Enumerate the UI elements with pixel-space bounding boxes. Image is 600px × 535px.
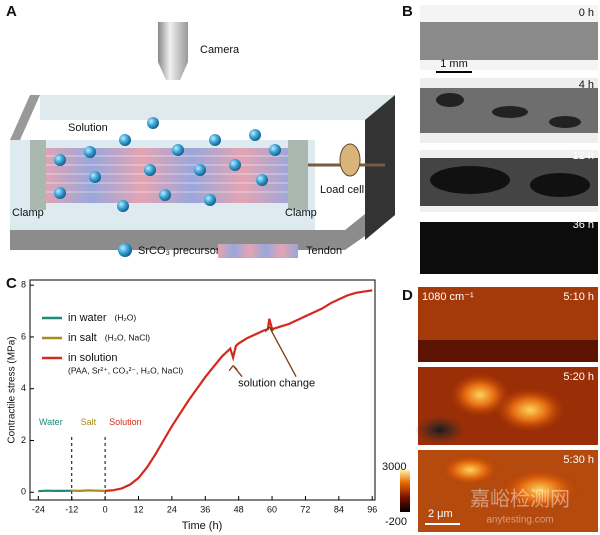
data-line xyxy=(105,289,373,492)
x-tick-label: 72 xyxy=(300,504,310,514)
legend-label: in water xyxy=(68,312,107,324)
mineral xyxy=(436,93,464,107)
scale-label: 1 mm xyxy=(440,58,468,70)
panel-label: B xyxy=(402,3,413,20)
x-tick-label: 60 xyxy=(267,504,277,514)
colorbar xyxy=(400,470,410,512)
time-label: 5:30 h xyxy=(563,454,594,466)
x-tick-label: 48 xyxy=(234,504,244,514)
tank-top xyxy=(40,95,395,120)
clamp xyxy=(288,140,308,210)
tank-base xyxy=(10,190,395,250)
raman-region xyxy=(450,373,510,417)
annotation: solution change xyxy=(238,378,315,390)
phase-label: Salt xyxy=(81,417,97,427)
time-label: 0 h xyxy=(579,7,594,19)
time-label: 36 h xyxy=(573,219,594,231)
clamp-label: Clamp xyxy=(285,207,317,219)
watermark: anytesting.com xyxy=(486,515,553,526)
x-tick-label: -24 xyxy=(32,504,45,514)
mineral xyxy=(549,116,581,128)
x-tick-label: -12 xyxy=(65,504,78,514)
legend-tendon xyxy=(218,244,298,258)
panel-label: A xyxy=(6,3,17,20)
clamp xyxy=(30,140,46,210)
wavenumber: 1080 cm⁻¹ xyxy=(422,291,474,303)
x-tick-label: 84 xyxy=(334,504,344,514)
legend-label: in solution xyxy=(68,352,118,364)
phase-label: Water xyxy=(39,417,63,427)
watermark: 嘉峪检测网 xyxy=(470,487,570,510)
x-axis-title: Time (h) xyxy=(182,520,223,532)
mineral xyxy=(530,173,590,197)
x-tick-label: 12 xyxy=(134,504,144,514)
raman-region xyxy=(495,388,565,432)
plot-frame xyxy=(29,279,376,501)
y-tick-label: 6 xyxy=(21,331,26,341)
x-tick-label: 36 xyxy=(200,504,210,514)
raman-region xyxy=(415,416,465,444)
precursor-balls xyxy=(54,117,281,212)
solution-label: Solution xyxy=(68,122,108,134)
data-line xyxy=(71,489,106,493)
scale-label: 2 μm xyxy=(428,508,453,520)
mineral xyxy=(492,106,528,118)
panel-label: D xyxy=(402,287,413,304)
clamp-label: Clamp xyxy=(12,207,44,219)
colorbar-max: 3000 xyxy=(382,461,406,473)
load-cell xyxy=(339,143,361,177)
y-axis-title: Contractile stress (MPa) xyxy=(7,336,18,443)
panel-a: A Camera Solution Load cell Clamp Clamp … xyxy=(6,3,395,258)
tank-end xyxy=(365,95,395,240)
arrow xyxy=(264,326,297,378)
y-tick-label: 8 xyxy=(21,280,26,290)
y-tick-label: 2 xyxy=(21,435,26,445)
legend-label: Tendon xyxy=(306,245,342,257)
y-tick-label: 0 xyxy=(21,487,26,497)
time-label: 12 h xyxy=(573,150,594,162)
x-tick-label: 24 xyxy=(167,504,177,514)
time-label: 4 h xyxy=(579,79,594,91)
legend-detail: (H₂O) xyxy=(115,312,137,322)
time-label: 5:20 h xyxy=(563,371,594,383)
phase-label: Solution xyxy=(109,417,142,427)
panel-b: B 0 h 4 h 12 h 36 h 1 mm xyxy=(402,3,598,278)
raman-region xyxy=(500,468,580,512)
camera xyxy=(158,22,188,62)
mineral xyxy=(430,166,510,194)
legend-label: in salt xyxy=(68,332,97,344)
data-line xyxy=(38,489,72,493)
raman-region xyxy=(418,340,598,362)
x-tick-label: 96 xyxy=(367,504,377,514)
camera-lens xyxy=(158,62,188,80)
legend-detail: (PAA, Sr²⁺, CO₃²⁻, H₂O, NaCl) xyxy=(68,365,183,375)
legend-label: SrCO₃ precursor xyxy=(138,245,220,257)
raman-region xyxy=(440,454,500,486)
tissue xyxy=(420,22,598,60)
panel-c: C Contractile stress (MPa) Time (h) -24 -… xyxy=(6,275,377,532)
colorbar-min: -200 xyxy=(385,516,407,528)
legend-detail: (H₂O, NaCl) xyxy=(105,332,150,342)
panel-d: D 1080 cm⁻¹ 5:10 h 5:20 h 5:30 h 3000 -2… xyxy=(382,287,598,532)
x-tick-label: 0 xyxy=(103,504,108,514)
time-label: 5:10 h xyxy=(563,291,594,303)
load-cell-label: Load cell xyxy=(320,184,364,196)
y-tick-label: 4 xyxy=(21,383,26,393)
arrow xyxy=(228,365,243,378)
legend-ball xyxy=(118,243,132,257)
tissue xyxy=(420,222,598,274)
camera-label: Camera xyxy=(200,44,240,56)
panel-label: C xyxy=(6,275,17,292)
tank-wall xyxy=(10,95,40,140)
